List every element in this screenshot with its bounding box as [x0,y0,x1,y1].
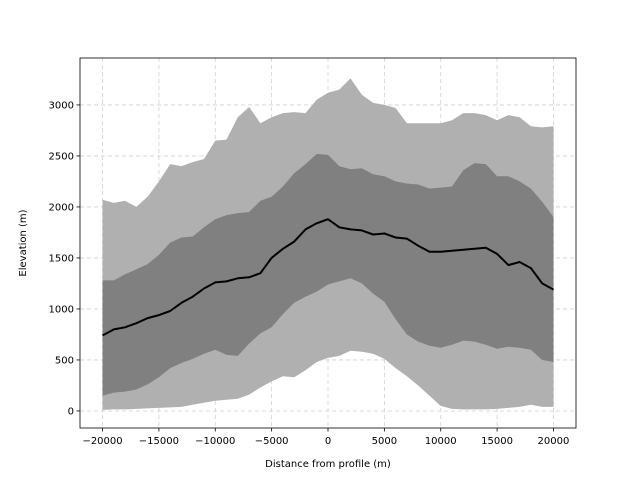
x-tick-label: −10000 [195,436,235,447]
y-tick-label: 2000 [49,202,74,213]
x-tick-label: 15000 [481,436,513,447]
y-tick-label: 3000 [49,100,74,111]
x-tick-label: 20000 [538,436,570,447]
x-tick-label: −5000 [255,436,289,447]
x-axis: −20000 −15000 −10000 −5000 0 5000 10000 15000 20… [82,428,569,447]
y-tick-label: 500 [55,355,74,366]
x-axis-label: Distance from profile (m) [265,459,391,470]
y-axis-label: Elevation (m) [18,209,29,276]
y-tick-label: 1000 [49,304,74,315]
x-tick-label: 10000 [425,436,457,447]
bands [102,78,554,410]
x-tick-label: −15000 [139,436,179,447]
band-inner-range [102,153,554,396]
y-tick-label: 1500 [49,253,74,264]
x-tick-label: 0 [325,436,331,447]
x-tick-label: 5000 [372,436,397,447]
y-tick-label: 0 [68,406,74,417]
y-axis: 0 500 1000 1500 2000 2500 3000 [49,100,80,417]
x-tick-label: −20000 [82,436,122,447]
median-line [102,218,554,337]
lines [102,218,554,337]
y-tick-label: 2500 [49,151,74,162]
